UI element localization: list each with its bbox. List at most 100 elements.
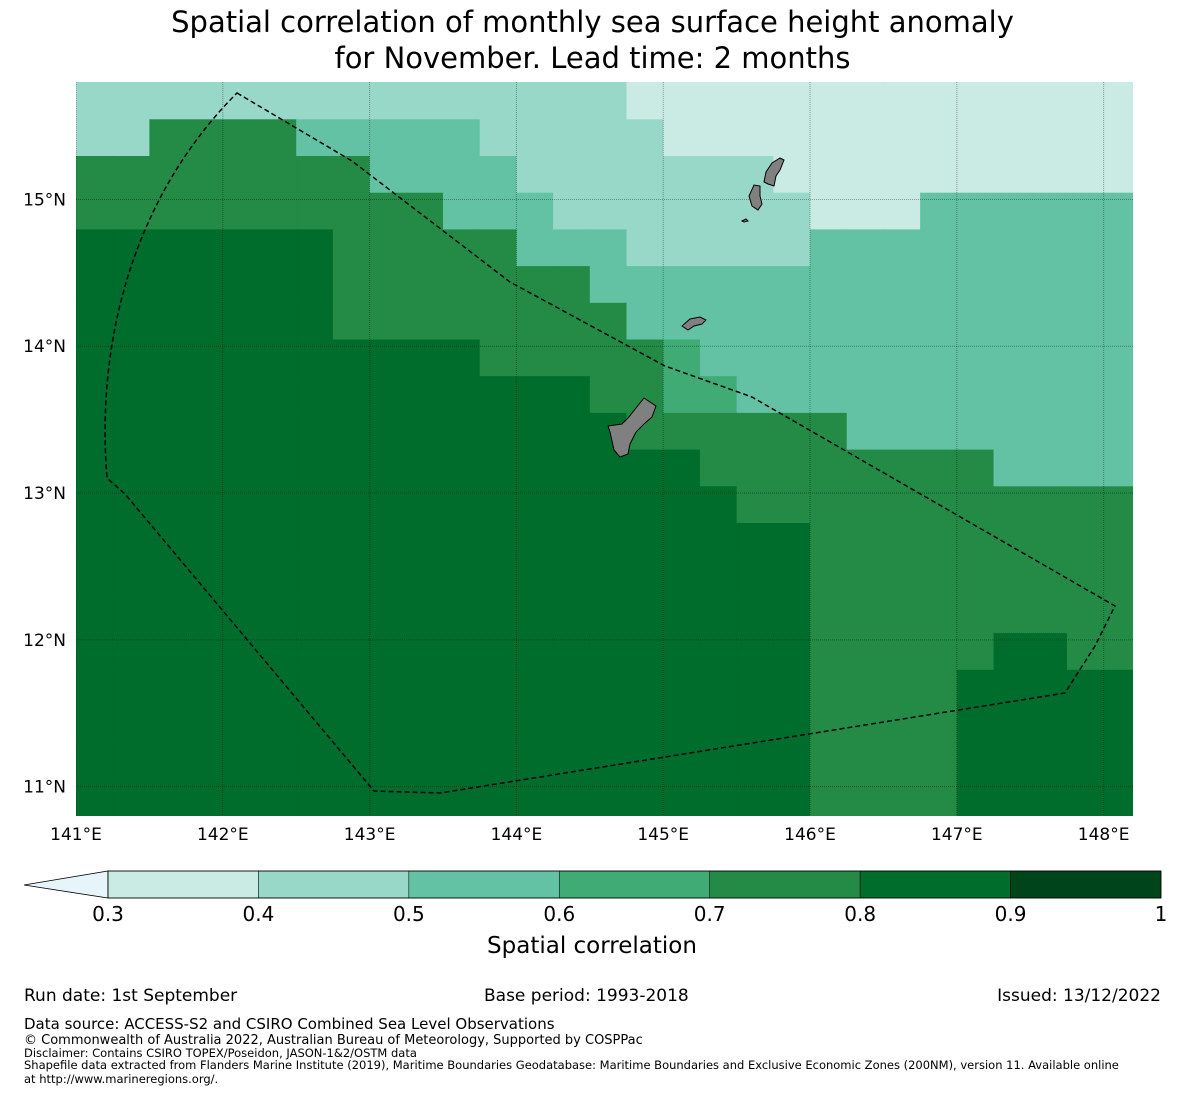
grid-cell bbox=[149, 228, 187, 267]
grid-cell bbox=[406, 595, 444, 634]
shapefile-credit-2: at http://www.marineregions.org/. bbox=[24, 1072, 219, 1086]
grid-cell bbox=[332, 522, 371, 560]
grid-cell bbox=[1103, 375, 1133, 413]
grid-cell bbox=[296, 192, 334, 230]
grid-cell bbox=[296, 779, 334, 816]
grid-cell bbox=[479, 375, 518, 413]
grid-cell bbox=[406, 338, 444, 377]
grid-cell bbox=[479, 302, 518, 340]
x-tick-label: 146°E bbox=[784, 825, 836, 845]
colorbar-bin bbox=[859, 870, 1011, 899]
grid-cell bbox=[773, 82, 811, 120]
grid-cell bbox=[186, 375, 224, 413]
grid-cell bbox=[699, 155, 738, 193]
grid-cell bbox=[259, 595, 297, 634]
grid-cell bbox=[663, 522, 701, 560]
grid-cell bbox=[846, 632, 885, 670]
colorbar-tick-label: 0.8 bbox=[844, 902, 876, 926]
grid-cell bbox=[296, 742, 334, 780]
grid-cell bbox=[810, 155, 848, 193]
grid-cell bbox=[699, 375, 738, 413]
grid-cell bbox=[626, 595, 664, 634]
grid-cell bbox=[1103, 632, 1133, 670]
grid-cell bbox=[920, 595, 958, 634]
grid-cell bbox=[259, 669, 297, 707]
grid-cell bbox=[956, 375, 995, 413]
grid-cell bbox=[773, 485, 811, 523]
grid-cell bbox=[1066, 449, 1105, 487]
grid-cell bbox=[76, 412, 114, 450]
grid-cell bbox=[332, 375, 371, 413]
grid-cell bbox=[76, 485, 114, 523]
colorbar-outline bbox=[107, 870, 1162, 899]
grid-cell bbox=[956, 192, 995, 230]
grid-cell bbox=[406, 375, 444, 413]
grid-cell bbox=[186, 595, 224, 634]
grid-cell bbox=[1103, 449, 1133, 487]
grid-cell bbox=[810, 375, 848, 413]
grid-cell bbox=[589, 302, 628, 340]
grid-cell bbox=[186, 522, 224, 560]
colorbar-tick-label: 0.4 bbox=[243, 902, 275, 926]
grid-cell bbox=[699, 412, 738, 450]
grid-cell bbox=[186, 118, 224, 156]
grid-cell bbox=[259, 265, 297, 303]
grid-cell bbox=[699, 228, 738, 267]
grid-cell bbox=[112, 449, 150, 487]
grid-cell bbox=[589, 192, 628, 230]
grid-cell bbox=[369, 302, 407, 340]
grid-cell bbox=[259, 118, 297, 156]
grid-cell bbox=[553, 595, 591, 634]
grid-cell bbox=[516, 669, 554, 707]
grid-cell bbox=[406, 82, 444, 120]
grid-cell bbox=[883, 669, 921, 707]
grid-cell bbox=[663, 742, 701, 780]
grid-cell bbox=[296, 118, 334, 156]
grid-cell bbox=[956, 118, 995, 156]
grid-cell bbox=[553, 265, 591, 303]
grid-cell bbox=[443, 265, 481, 303]
grid-cell bbox=[1103, 338, 1133, 377]
grid-cell bbox=[76, 228, 114, 267]
grid-cell bbox=[259, 375, 297, 413]
grid-cell bbox=[443, 302, 481, 340]
grid-cell bbox=[112, 155, 150, 193]
grid-cell bbox=[516, 155, 554, 193]
grid-cell bbox=[736, 265, 774, 303]
grid-cell bbox=[1066, 338, 1105, 377]
grid-cell bbox=[1030, 82, 1068, 120]
x-tick-label: 148°E bbox=[1078, 825, 1130, 845]
grid-cell bbox=[332, 265, 371, 303]
grid-cell bbox=[296, 412, 334, 450]
grid-cell bbox=[663, 669, 701, 707]
grid-cell bbox=[993, 412, 1031, 450]
grid-cell bbox=[76, 779, 114, 816]
grid-cell bbox=[332, 595, 371, 634]
grid-cell bbox=[186, 742, 224, 780]
grid-cell bbox=[589, 559, 628, 597]
grid-cell bbox=[626, 632, 664, 670]
grid-cell bbox=[149, 779, 187, 816]
grid-cell bbox=[406, 265, 444, 303]
grid-cell bbox=[1066, 742, 1105, 780]
grid-cell bbox=[846, 595, 885, 634]
grid-cell bbox=[883, 595, 921, 634]
grid-cell bbox=[516, 632, 554, 670]
island-saipan bbox=[763, 157, 785, 187]
grid-cell bbox=[296, 338, 334, 377]
grid-cell bbox=[259, 82, 297, 120]
grid-cell bbox=[1103, 669, 1133, 707]
grid-cell bbox=[1103, 412, 1133, 450]
grid-cell bbox=[332, 412, 371, 450]
grid-cell bbox=[773, 192, 811, 230]
grid-cell bbox=[149, 559, 187, 597]
grid-cell bbox=[553, 485, 591, 523]
grid-cell bbox=[222, 338, 261, 377]
grid-cell bbox=[699, 559, 738, 597]
grid-cell bbox=[149, 338, 187, 377]
grid-cell bbox=[222, 375, 261, 413]
colorbar-bin bbox=[107, 870, 259, 899]
grid-cell bbox=[186, 669, 224, 707]
grid-cell bbox=[663, 595, 701, 634]
